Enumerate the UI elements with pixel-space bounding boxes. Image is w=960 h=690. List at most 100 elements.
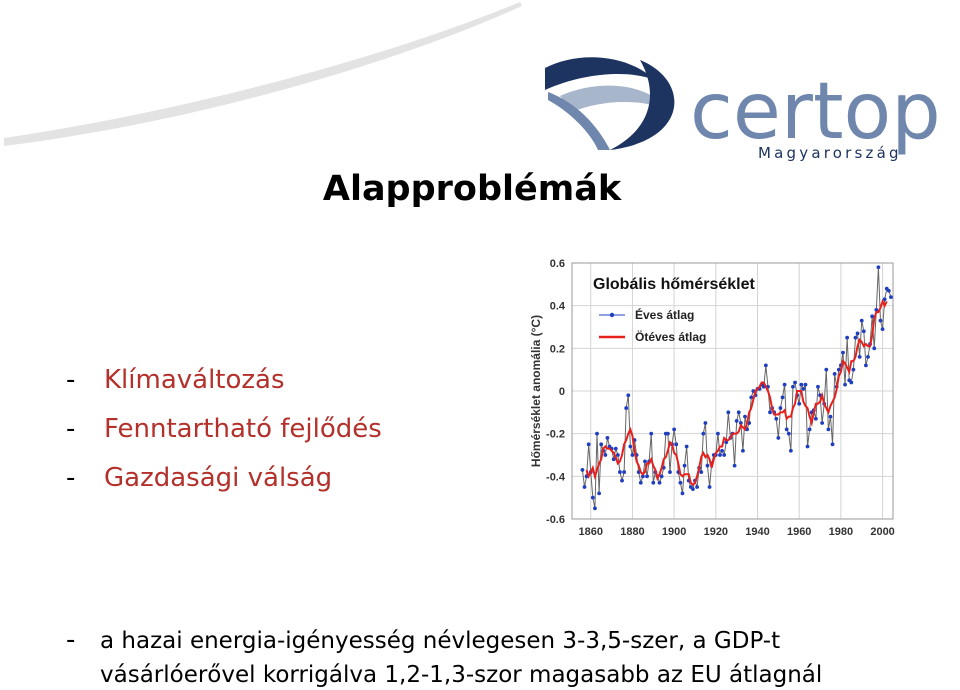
bullet-list: - Klímaváltozás- Fenntartható fejlődés- Gaz… bbox=[66, 365, 382, 493]
data-point bbox=[718, 453, 722, 457]
note: -a hazai energia-igényesség névlegesen 3… bbox=[66, 625, 822, 688]
bullet-marker: - bbox=[66, 365, 75, 395]
data-point bbox=[586, 442, 591, 447]
y-tick-label: -0.6 bbox=[546, 514, 565, 526]
data-point bbox=[738, 421, 743, 425]
data-point bbox=[736, 410, 741, 415]
data-point bbox=[645, 474, 649, 479]
data-point bbox=[791, 384, 795, 389]
data-point bbox=[886, 288, 891, 293]
data-point bbox=[855, 331, 860, 336]
data-point bbox=[763, 363, 768, 368]
data-point bbox=[716, 431, 720, 436]
x-tick-label: 1940 bbox=[745, 526, 769, 538]
data-point bbox=[872, 346, 877, 351]
data-point bbox=[620, 478, 624, 483]
data-point bbox=[672, 427, 677, 432]
data-point bbox=[807, 427, 812, 432]
logo-emblem bbox=[545, 57, 675, 150]
data-point bbox=[640, 474, 645, 479]
data-point bbox=[799, 382, 804, 387]
data-point bbox=[816, 384, 820, 389]
data-point bbox=[851, 367, 856, 372]
data-point bbox=[615, 453, 620, 457]
data-point bbox=[749, 395, 754, 400]
data-point bbox=[720, 448, 724, 453]
data-point bbox=[782, 382, 787, 387]
data-point bbox=[624, 406, 629, 410]
data-point bbox=[836, 367, 841, 372]
data-point bbox=[734, 418, 739, 423]
data-point bbox=[813, 416, 818, 421]
data-point bbox=[618, 470, 622, 474]
y-tick-label: -0.2 bbox=[546, 429, 565, 441]
plot-frame bbox=[571, 262, 894, 520]
bullet-text: Gazdasági válság bbox=[104, 463, 332, 493]
y-tick-label: -0.4 bbox=[546, 471, 566, 483]
data-point bbox=[861, 329, 866, 334]
chart-title: Globális hőmérséklet bbox=[593, 276, 756, 293]
data-point bbox=[674, 442, 679, 447]
data-point bbox=[651, 480, 656, 485]
data-point bbox=[732, 463, 737, 468]
data-point bbox=[582, 485, 587, 489]
x-tick-label: 1880 bbox=[620, 526, 644, 538]
data-point bbox=[780, 395, 785, 400]
data-point bbox=[803, 382, 808, 387]
data-point bbox=[599, 442, 604, 447]
y-axis-label: Hőmérséklet anomália (°C) bbox=[529, 315, 543, 467]
x-tick-label: 1960 bbox=[787, 526, 811, 538]
data-point bbox=[682, 463, 687, 468]
data-point bbox=[857, 354, 862, 359]
data-point bbox=[797, 401, 802, 406]
data-point bbox=[724, 440, 729, 445]
y-tick-label: 0 bbox=[559, 386, 565, 398]
data-point bbox=[678, 480, 683, 485]
chart: -0.6 -0.4 -0.2 0 0.2 0.4 0.6 1860 1880 1900 1920 19… bbox=[529, 258, 895, 538]
data-point bbox=[626, 393, 631, 398]
data-point bbox=[705, 463, 710, 468]
data-point bbox=[722, 453, 727, 457]
data-point bbox=[580, 468, 585, 472]
data-point bbox=[684, 444, 689, 449]
data-point bbox=[628, 444, 633, 449]
x-tick-label: 1980 bbox=[829, 526, 853, 538]
data-point bbox=[830, 442, 835, 447]
x-tick-label: 1920 bbox=[704, 526, 728, 538]
legend-marker bbox=[609, 312, 615, 318]
data-point bbox=[643, 459, 647, 464]
data-point bbox=[699, 470, 704, 474]
data-point bbox=[889, 295, 893, 300]
data-point bbox=[707, 485, 712, 489]
data-point bbox=[784, 427, 789, 432]
data-point bbox=[690, 487, 695, 492]
data-point bbox=[603, 453, 608, 457]
data-point bbox=[786, 431, 791, 436]
y-tick-label: 0.4 bbox=[550, 301, 566, 313]
data-point bbox=[665, 431, 670, 436]
data-point bbox=[774, 416, 779, 421]
data-point bbox=[680, 491, 685, 496]
data-point bbox=[743, 414, 747, 419]
legend-label: Ötéves átlag bbox=[635, 329, 706, 344]
bullet-marker: - bbox=[66, 625, 75, 655]
slide-title: Alapproblémák bbox=[323, 169, 622, 209]
data-point bbox=[866, 354, 870, 359]
data-point bbox=[824, 367, 829, 372]
bullet-marker: - bbox=[66, 414, 75, 444]
data-point bbox=[726, 410, 731, 415]
note-line: a hazai energia-igényesség névlegesen 3-… bbox=[100, 628, 780, 654]
note-line: vásárlóerővel korrigálva 1,2-1,3-szor ma… bbox=[100, 662, 822, 688]
decorative-swoosh bbox=[4, 2, 522, 146]
data-point bbox=[874, 308, 879, 312]
data-point bbox=[832, 372, 837, 376]
y-tick-label: 0.2 bbox=[550, 343, 565, 355]
data-point bbox=[630, 453, 635, 457]
data-point bbox=[668, 470, 672, 474]
logo-subtitle: Magyarország bbox=[758, 144, 902, 162]
data-point bbox=[741, 448, 745, 453]
data-point bbox=[828, 414, 833, 419]
data-point bbox=[595, 431, 599, 436]
data-point bbox=[849, 380, 854, 385]
